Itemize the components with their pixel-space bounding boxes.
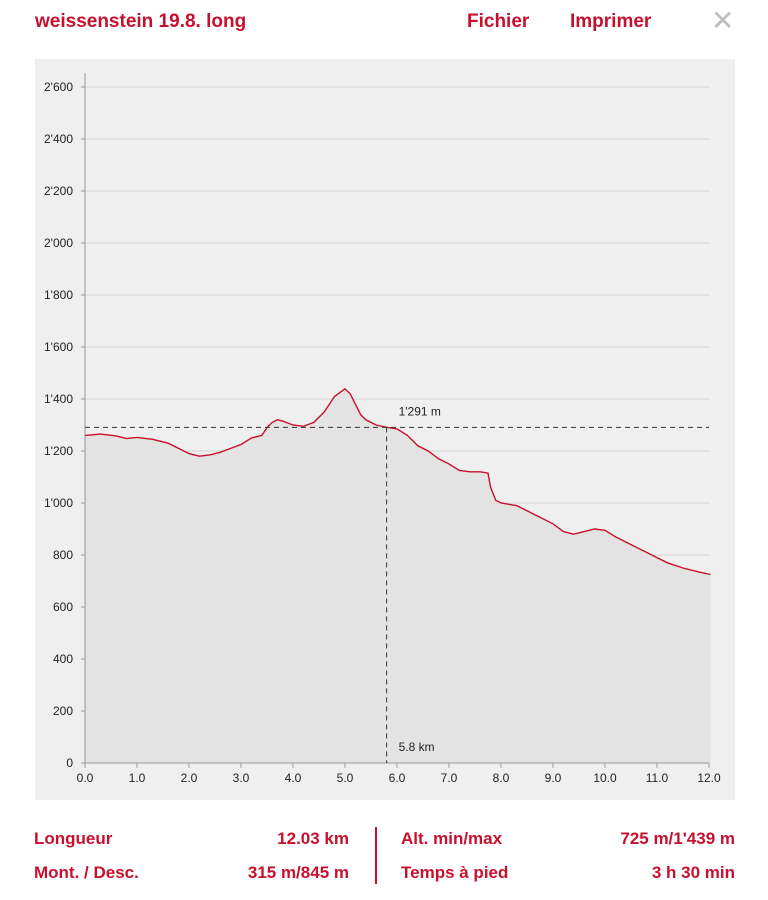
y-tick-label: 1'000: [44, 496, 73, 510]
close-icon[interactable]: ✕: [711, 5, 735, 36]
stats-panel: Longueur 12.03 km Mont. / Desc. 315 m/84…: [0, 820, 768, 890]
elevation-line: [84, 387, 711, 576]
y-tick-label: 800: [53, 548, 73, 562]
elevation-chart[interactable]: 0 200 400 600 800 1'000 1'200 1'400 1'600 1'800 2'…: [35, 59, 735, 800]
elevation-area: [85, 388, 711, 763]
header: weissenstein 19.8. long Fichier Imprimer…: [0, 0, 768, 46]
crosshair-distance-label: 5.8 km: [399, 740, 435, 754]
ascent-descent-label: Mont. / Desc.: [34, 863, 139, 882]
stats-divider: [375, 827, 377, 884]
x-tick-label: 10.0: [593, 771, 617, 785]
y-tick-label: 600: [53, 600, 73, 614]
y-tick-label: 2'000: [44, 236, 73, 250]
x-tick-label: 11.0: [646, 771, 669, 785]
y-tick-label: 200: [53, 704, 73, 718]
walking-time-value: 3 h 30 min: [651, 863, 735, 882]
y-tick-label: 1'400: [44, 392, 73, 406]
profile-title: weissenstein 19.8. long: [35, 11, 247, 32]
y-tick-label: 400: [53, 652, 73, 666]
print-button[interactable]: Imprimer: [570, 11, 652, 32]
file-button[interactable]: Fichier: [467, 11, 530, 32]
x-tick-label: 7.0: [441, 771, 458, 785]
ascent-descent-value: 315 m/845 m: [247, 863, 349, 882]
x-tick-label: 9.0: [545, 771, 562, 785]
crosshair-elevation-label: 1'291 m: [399, 404, 441, 418]
x-tick-label: 2.0: [181, 771, 198, 785]
x-tick-label: 5.0: [337, 771, 354, 785]
x-tick-label: 12.0: [697, 771, 721, 785]
length-label: Longueur: [34, 829, 113, 848]
y-tick-label: 1'600: [44, 340, 73, 354]
x-tick-label: 0.0: [77, 771, 94, 785]
y-tick-label: 2'400: [44, 132, 73, 146]
x-tick-label: 1.0: [129, 771, 146, 785]
x-tick-label: 6.0: [389, 771, 406, 785]
altitude-value: 725 m/1'439 m: [620, 829, 735, 848]
length-value: 12.03 km: [277, 829, 349, 848]
x-tick-label: 8.0: [493, 771, 510, 785]
x-tick-label: 3.0: [233, 771, 250, 785]
walking-time-label: Temps à pied: [401, 863, 509, 882]
y-tick-label: 2'200: [44, 184, 73, 198]
y-tick-label: 1'800: [44, 288, 73, 302]
elevation-chart-panel: 0 200 400 600 800 1'000 1'200 1'400 1'600 1'800 2'…: [35, 59, 735, 800]
y-tick-label: 0: [66, 756, 73, 770]
y-tick-label: 2'600: [44, 80, 73, 94]
y-tick-label: 1'200: [44, 444, 73, 458]
altitude-label: Alt. min/max: [401, 829, 503, 848]
x-tick-label: 4.0: [285, 771, 302, 785]
